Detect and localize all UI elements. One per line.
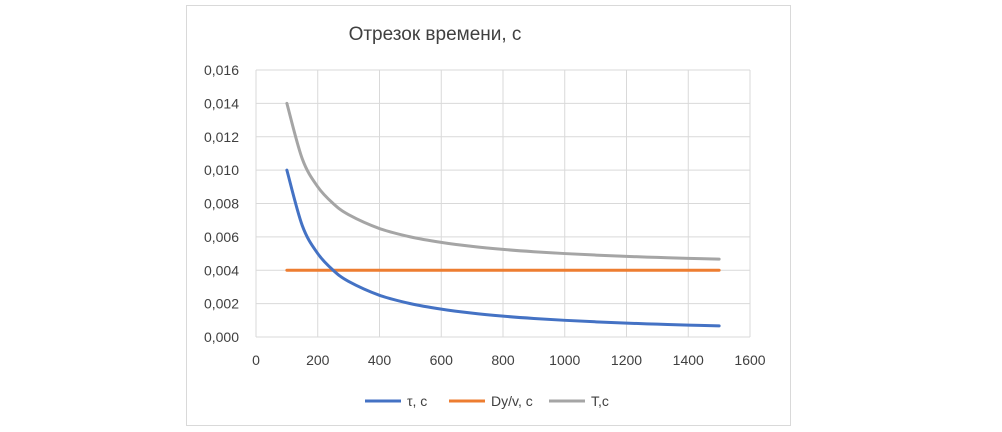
y-tick-label: 0,010 — [204, 162, 239, 178]
y-tick-label: 0,002 — [204, 296, 239, 312]
y-tick-label: 0,012 — [204, 129, 239, 145]
legend-label: τ, с — [407, 393, 427, 409]
x-tick-label: 1000 — [549, 352, 580, 368]
gridlines — [255, 69, 751, 338]
y-axis-ticks: 0,000 0,002 0,004 0,006 0,008 0,010 0,012 0,014… — [204, 62, 239, 345]
x-tick-label: 400 — [368, 352, 392, 368]
y-tick-label: 0,000 — [204, 329, 239, 345]
legend: τ, с Dy/v, с T,c — [365, 393, 609, 409]
y-tick-label: 0,016 — [204, 62, 239, 78]
y-tick-label: 0,006 — [204, 229, 239, 245]
y-tick-label: 0,004 — [204, 262, 239, 278]
x-tick-label: 1200 — [611, 352, 642, 368]
x-tick-label: 1400 — [673, 352, 704, 368]
data-series — [285, 101, 721, 328]
series-line-2 — [285, 101, 721, 261]
x-tick-label: 600 — [430, 352, 454, 368]
x-tick-label: 800 — [491, 352, 515, 368]
legend-label: T,c — [591, 393, 609, 409]
series-line-0 — [285, 168, 721, 328]
x-tick-label: 0 — [252, 352, 260, 368]
y-tick-label: 0,014 — [204, 95, 239, 111]
chart-frame — [186, 5, 791, 426]
x-axis-ticks: 0 200 400 600 800 1000 1200 1400 1600 — [252, 352, 766, 368]
chart-title: Отрезок времени, с — [349, 24, 522, 45]
x-tick-label: 1600 — [734, 352, 765, 368]
x-tick-label: 200 — [306, 352, 330, 368]
legend-label: Dy/v, с — [491, 393, 533, 409]
y-tick-label: 0,008 — [204, 196, 239, 212]
